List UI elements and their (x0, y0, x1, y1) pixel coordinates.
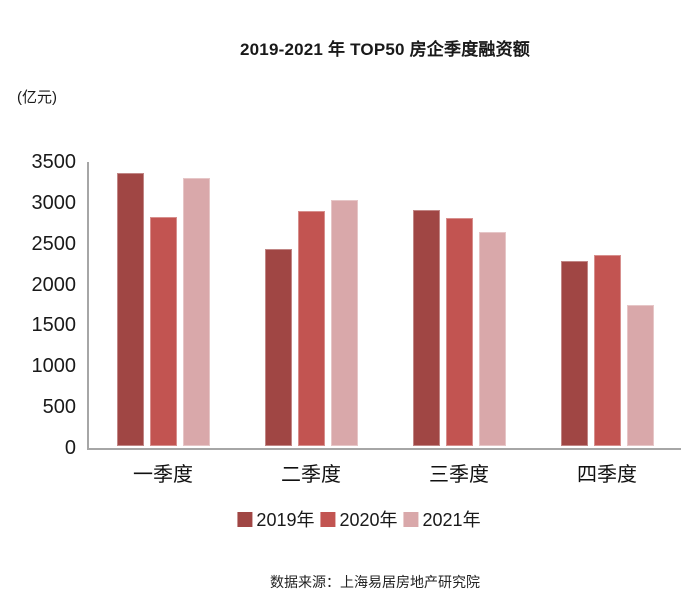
plot-area (87, 162, 681, 450)
x-axis-label-一季度: 一季度 (133, 464, 193, 486)
legend-swatch-icon (403, 511, 419, 527)
bar-group-二季度 (237, 160, 385, 446)
legend-item-2019年: 2019年 (237, 506, 314, 532)
bar-2019年-一季度 (116, 173, 144, 446)
legend-label: 2019年 (256, 510, 315, 530)
legend-label: 2020年 (339, 510, 398, 530)
data-source-caption: 数据来源：上海易居房地产研究院 (270, 574, 480, 590)
y-tick-label-2000: 2000 (31, 273, 77, 296)
y-tick-label-3000: 3000 (31, 191, 77, 214)
bar-2020年-一季度 (149, 217, 177, 446)
x-axis-label-三季度: 三季度 (429, 464, 489, 486)
y-tick-label-1000: 1000 (31, 355, 77, 378)
bar-2021年-三季度 (478, 232, 506, 446)
bar-group-三季度 (385, 160, 533, 446)
legend-label: 2021年 (422, 510, 481, 530)
bar-2019年-二季度 (264, 249, 292, 446)
y-tick-label-0: 0 (64, 437, 76, 459)
bar-2020年-四季度 (593, 255, 621, 446)
bar-2021年-四季度 (626, 305, 654, 446)
y-axis-unit-label: (亿元) (17, 89, 57, 106)
x-axis-label-四季度: 四季度 (577, 464, 637, 486)
bar-2021年-二季度 (330, 200, 358, 446)
bar-2021年-一季度 (182, 178, 210, 446)
y-tick-label-1500: 1500 (31, 314, 77, 337)
y-tick-label-3500: 3500 (31, 151, 77, 173)
bar-group-一季度 (89, 160, 237, 446)
bar-2019年-三季度 (412, 210, 440, 446)
bar-2020年-二季度 (297, 211, 325, 446)
x-axis-label-二季度: 二季度 (281, 464, 341, 486)
bar-group-四季度 (533, 160, 681, 446)
bar-2020年-三季度 (445, 218, 473, 446)
chart-legend: 2019年 2020年 2021年 (237, 506, 481, 532)
legend-item-2021年: 2021年 (403, 506, 481, 532)
legend-swatch-icon (237, 511, 253, 527)
legend-item-2020年: 2020年 (320, 506, 398, 532)
y-axis-tick-labels: 0 500 1000 1500 2000 2500 3000 3500 (0, 152, 77, 458)
x-axis-labels: 一季度 二季度 三季度 四季度 (89, 458, 681, 486)
bar-2019年-四季度 (560, 261, 588, 446)
chart-title: 2019-2021 年 TOP50 房企季度融资额 (239, 40, 531, 59)
y-tick-label-2500: 2500 (31, 232, 77, 255)
legend-swatch-icon (320, 511, 336, 527)
y-tick-label-500: 500 (42, 396, 76, 419)
